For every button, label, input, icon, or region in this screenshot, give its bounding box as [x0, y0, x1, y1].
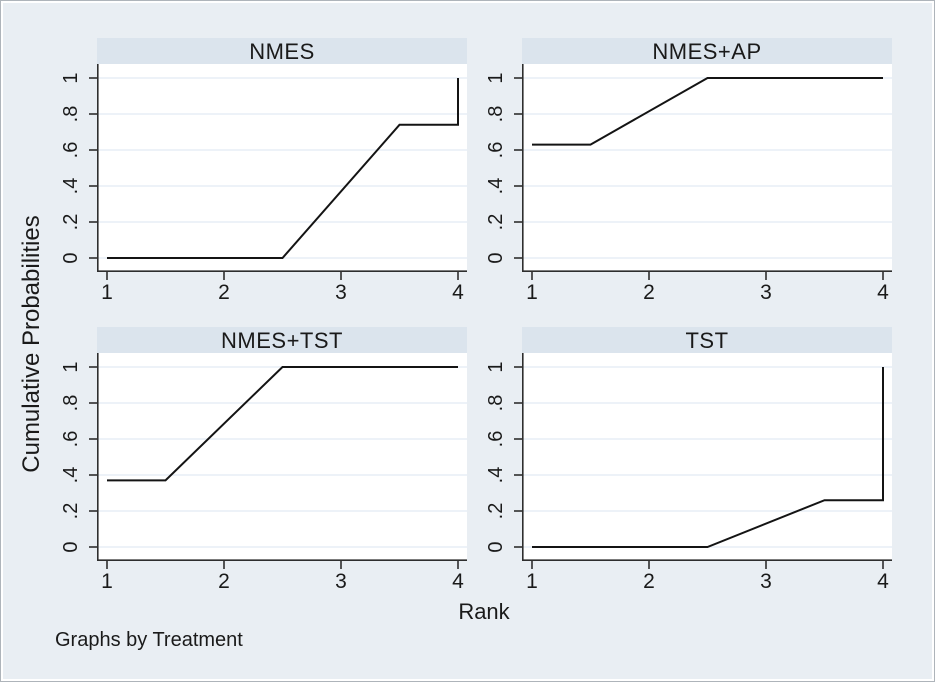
y-tick-label: 1 [60, 72, 82, 84]
x-tick-label: 3 [760, 281, 772, 304]
plot-canvas [89, 64, 467, 280]
facet-panel-tst: TST 0.2.4.6.8 1 1 2 3 4 [485, 327, 892, 593]
y-tick-label: 1 [485, 361, 507, 373]
x-tick-label: 1 [526, 570, 538, 593]
y-tick-label: 1 [60, 361, 82, 373]
x-tick-label: 4 [452, 570, 464, 593]
y-tick-label: 1 [485, 72, 507, 84]
data-line-nmes+tst [107, 366, 458, 482]
x-tick-label: 2 [643, 570, 655, 593]
x-tick-label: 3 [760, 570, 772, 593]
plot-area [514, 353, 892, 569]
facet-panel-nmes-ap: NMES+AP 0.2.4.6.8 1 1 2 3 4 [485, 38, 892, 304]
facet-panel-nmes-tst: NMES+TST 0.2.4.6.8 1 1 2 3 4 [60, 327, 467, 593]
x-tick-label: 1 [526, 281, 538, 304]
x-tick-label: 2 [218, 281, 230, 304]
facet-title: NMES+AP [522, 38, 892, 64]
x-tick-label: 3 [335, 281, 347, 304]
x-tick-label: 4 [877, 570, 889, 593]
facet-panel-nmes: NMES 0.2.4.6.8 1 1 2 3 4 [60, 38, 467, 304]
plot-canvas [514, 64, 892, 280]
x-tick-label: 2 [643, 281, 655, 304]
x-axis-title: Rank [458, 599, 510, 624]
y-axis-title: Cumulative Probabilities [18, 215, 45, 473]
x-tick-label: 4 [877, 281, 889, 304]
data-line-tst [532, 367, 884, 548]
figure-caption: Graphs by Treatment [55, 629, 243, 651]
facet-title: NMES [97, 38, 467, 64]
data-line-nmes [107, 78, 459, 259]
plot-area [89, 353, 467, 569]
facet-title: NMES+TST [97, 327, 467, 353]
plot-canvas [514, 353, 892, 569]
data-line-nmes+ap [532, 77, 883, 146]
plot-canvas [89, 353, 467, 569]
x-tick-label: 3 [335, 570, 347, 593]
plot-area [514, 64, 892, 280]
x-tick-label: 2 [218, 570, 230, 593]
plot-area [89, 64, 467, 280]
facet-title: TST [522, 327, 892, 353]
x-tick-label: 1 [101, 281, 113, 304]
x-tick-label: 4 [452, 281, 464, 304]
x-tick-label: 1 [101, 570, 113, 593]
